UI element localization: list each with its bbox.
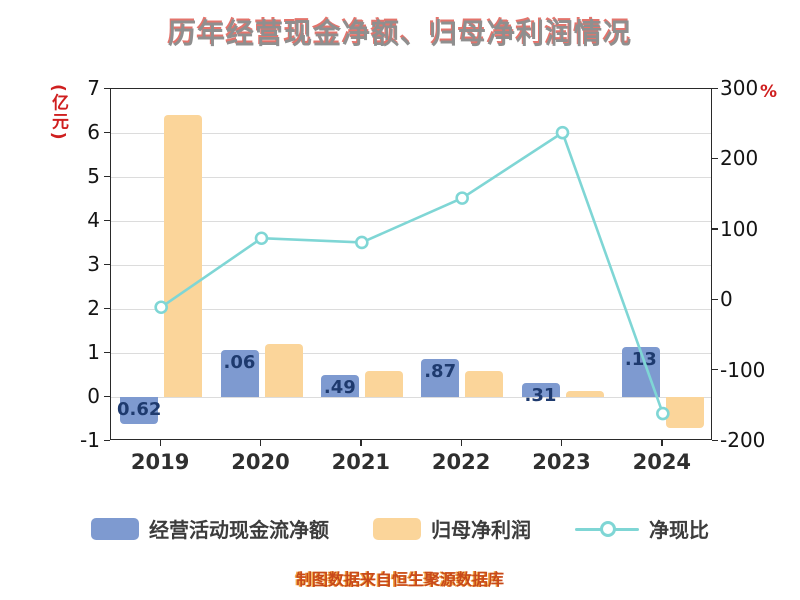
left-axis-tickmark <box>104 351 110 353</box>
left-axis-tickmark <box>104 395 110 397</box>
x-axis-tick-2022: 2022 <box>431 450 491 474</box>
x-axis-tick-2020: 2020 <box>231 450 290 474</box>
source-note: 制图数据来自恒生聚源数据库 <box>295 570 504 589</box>
left-axis-tick: 0 <box>87 384 100 408</box>
x-axis-tick-2019: 2019 <box>130 450 190 474</box>
right-axis-tickmark <box>712 298 718 301</box>
x-axis-tick-2021: 2021 <box>331 450 391 474</box>
left-axis-tickmark <box>104 263 110 265</box>
left-axis-tick: 2 <box>87 296 100 320</box>
right-axis-tickmark <box>712 157 718 160</box>
legend: 经营活动现金流净额 归母净利润 净现比 <box>0 514 800 543</box>
x-axis-tickmark <box>460 440 463 446</box>
bar-value-label: .06 <box>223 352 256 374</box>
left-axis-tick: 5 <box>87 164 100 188</box>
right-axis-tick: 200 <box>720 146 759 171</box>
legend-swatch <box>373 517 421 540</box>
right-axis-tick: 100 <box>720 216 759 241</box>
bar-value-label: .13 <box>624 349 657 371</box>
right-axis-tick: 300 <box>720 76 759 100</box>
ratio-marker-2021 <box>355 235 369 250</box>
bar-value-label: .49 <box>323 377 356 399</box>
right-axis-tickmark <box>712 439 718 441</box>
legend-item-bar: 归母净利润 <box>373 514 531 543</box>
ratio-marker-2022 <box>455 191 469 205</box>
bar-value-label: .31 <box>524 385 557 407</box>
x-axis-tick-2023: 2023 <box>532 450 591 474</box>
right-axis-tickmark <box>712 369 718 371</box>
plot-area: 0.62 .06 .49 .87 .31 .13 <box>110 88 712 440</box>
bar-value-label: .87 <box>424 360 457 382</box>
legend-swatch <box>91 517 139 540</box>
x-axis-tick-2024: 2024 <box>632 450 692 474</box>
bar-value-label: 0.62 <box>116 399 162 420</box>
left-axis-tick: 1 <box>87 340 100 364</box>
plot-inner: 0.62 .06 .49 .87 .31 .13 <box>111 89 711 439</box>
legend-line-sample <box>575 518 639 540</box>
right-axis-tick: -100 <box>720 357 766 382</box>
legend-item-bar: 经营活动现金流净额 <box>91 514 329 543</box>
x-axis-tickmark <box>260 440 262 446</box>
left-axis-tick: 3 <box>87 252 100 276</box>
left-axis-tick: 4 <box>87 208 100 232</box>
x-axis-tickmark <box>159 440 162 446</box>
right-axis-title: % <box>760 82 778 102</box>
left-axis-tickmark <box>104 219 110 221</box>
left-axis-tick: -1 <box>80 428 100 452</box>
chart-title: 历年经营现金净额、归母净利润情况 <box>167 17 632 50</box>
left-axis-tick: 6 <box>87 120 100 144</box>
gridline <box>111 397 711 398</box>
left-axis-tickmark <box>104 307 110 309</box>
right-axis-tick: 0 <box>720 287 733 312</box>
left-axis-title: (亿元) <box>48 84 68 142</box>
left-axis-tickmark <box>104 131 110 133</box>
left-axis-tick: 7 <box>87 76 100 100</box>
legend-label: 净现比 <box>649 518 709 542</box>
left-axis-tickmark <box>104 87 110 89</box>
ratio-marker-2020 <box>254 231 269 246</box>
legend-label: 经营活动现金流净额 <box>149 518 329 542</box>
left-axis-tickmark <box>104 175 110 177</box>
left-axis-tickmark <box>104 439 110 441</box>
x-axis-tickmark <box>360 440 362 446</box>
x-axis-tickmark <box>561 440 563 446</box>
bar-profit-2024 <box>665 397 704 428</box>
right-axis-tickmark <box>712 228 718 230</box>
bar-cashflow-2019 <box>120 397 159 425</box>
x-axis-tickmark <box>661 440 663 446</box>
legend-item-ratio: 净现比 <box>575 514 709 543</box>
right-axis-tickmark <box>712 87 718 89</box>
legend-line-marker <box>600 520 616 537</box>
bar-profit-2019 <box>164 115 203 397</box>
legend-label: 归母净利润 <box>431 518 531 542</box>
right-axis-tick: -200 <box>720 428 766 452</box>
